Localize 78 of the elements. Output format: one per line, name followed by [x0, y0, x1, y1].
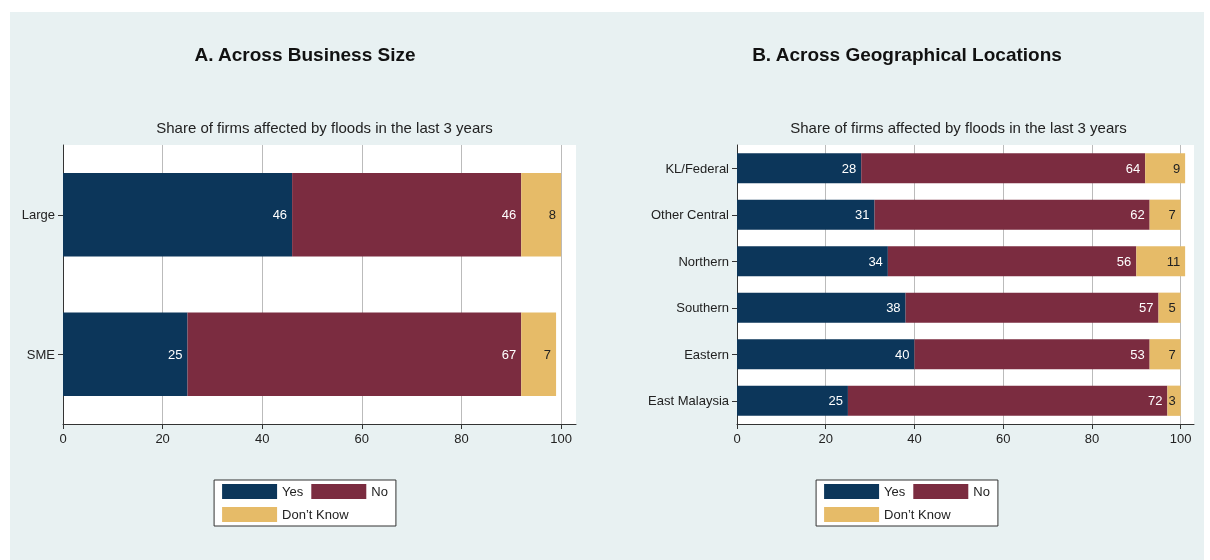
- bar: [1149, 339, 1181, 370]
- x-tick-label: 80: [454, 431, 469, 446]
- data-label: 9: [1172, 160, 1181, 176]
- bar: [521, 172, 562, 257]
- data-label: 64: [1125, 160, 1141, 176]
- x-tick-label: 40: [254, 431, 270, 446]
- data-label: 8: [548, 207, 557, 223]
- x-tick-label: 0: [733, 431, 741, 446]
- bar: [63, 312, 188, 397]
- bar: [847, 385, 1168, 416]
- legend-label: Yes: [282, 484, 304, 499]
- bar: [737, 246, 888, 277]
- x-tick-label: 80: [1084, 431, 1100, 446]
- x-tick-label: 100: [1169, 431, 1192, 446]
- y-tick-label: Northern: [678, 253, 729, 269]
- x-tick-label: 60: [354, 431, 370, 446]
- y-tick-label: SME: [26, 346, 56, 362]
- y-tick-label: Large: [21, 207, 55, 223]
- data-label: 72: [1147, 393, 1163, 409]
- data-label: 46: [272, 207, 288, 223]
- bar: [63, 172, 293, 257]
- chart-subtitle: Share of firms affected by floods in the last 3 years: [790, 119, 1127, 136]
- data-label: 28: [841, 160, 857, 176]
- bar: [737, 153, 862, 184]
- y-tick-label: KL/Federal: [665, 160, 730, 176]
- bar: [861, 153, 1146, 184]
- y-tick-label: Southern: [676, 300, 729, 316]
- data-label: 5: [1168, 300, 1176, 316]
- data-label: 62: [1130, 207, 1145, 223]
- y-tick-label: East Malaysia: [648, 393, 730, 409]
- data-label: 7: [1168, 346, 1176, 362]
- bar: [1167, 385, 1181, 416]
- chart-title: A. Across Business Size: [194, 44, 416, 65]
- bar: [187, 312, 522, 397]
- legend-label: No: [973, 484, 990, 499]
- data-label: 46: [501, 207, 517, 223]
- y-tick-label: Other Central: [650, 207, 730, 223]
- bar: [737, 385, 848, 416]
- bar: [521, 312, 557, 397]
- data-label: 40: [895, 346, 910, 362]
- bar: [1158, 292, 1181, 323]
- data-label: 7: [1168, 207, 1176, 223]
- x-tick-label: 100: [550, 431, 572, 446]
- bar: [1145, 153, 1186, 184]
- data-label: 34: [868, 253, 883, 269]
- data-label: 25: [828, 393, 843, 409]
- data-label: 67: [501, 346, 517, 362]
- data-label: 7: [543, 346, 552, 362]
- data-label: 3: [1168, 393, 1176, 409]
- x-tick-label: 40: [907, 431, 922, 446]
- bar: [292, 172, 522, 257]
- bar: [905, 292, 1159, 323]
- legend-label: Yes: [884, 484, 906, 499]
- bar: [874, 199, 1150, 230]
- x-tick-label: 20: [818, 431, 833, 446]
- data-label: 31: [855, 207, 870, 223]
- legend-label: Don’t Know: [884, 507, 952, 522]
- chart-title: B. Across Geographical Locations: [752, 44, 1062, 65]
- data-label: 38: [886, 300, 901, 316]
- bar: [1136, 246, 1186, 277]
- bar: [914, 339, 1150, 370]
- x-tick-label: 20: [155, 431, 170, 446]
- bar: [737, 292, 906, 323]
- data-label: 56: [1116, 253, 1132, 269]
- data-label: 57: [1139, 300, 1154, 316]
- data-label: 25: [168, 346, 183, 362]
- bar: [737, 339, 915, 370]
- y-tick-label: Eastern: [684, 346, 729, 362]
- legend-label: No: [371, 484, 388, 499]
- bar: [1149, 199, 1181, 230]
- legend-label: Don’t Know: [282, 507, 350, 522]
- data-label: 53: [1130, 346, 1145, 362]
- chart-subtitle: Share of firms affected by floods in the last 3 years: [156, 119, 493, 136]
- bar: [737, 199, 875, 230]
- bar: [887, 246, 1137, 277]
- x-tick-label: 0: [59, 431, 67, 446]
- data-label: 11: [1166, 253, 1181, 269]
- x-tick-label: 60: [995, 431, 1011, 446]
